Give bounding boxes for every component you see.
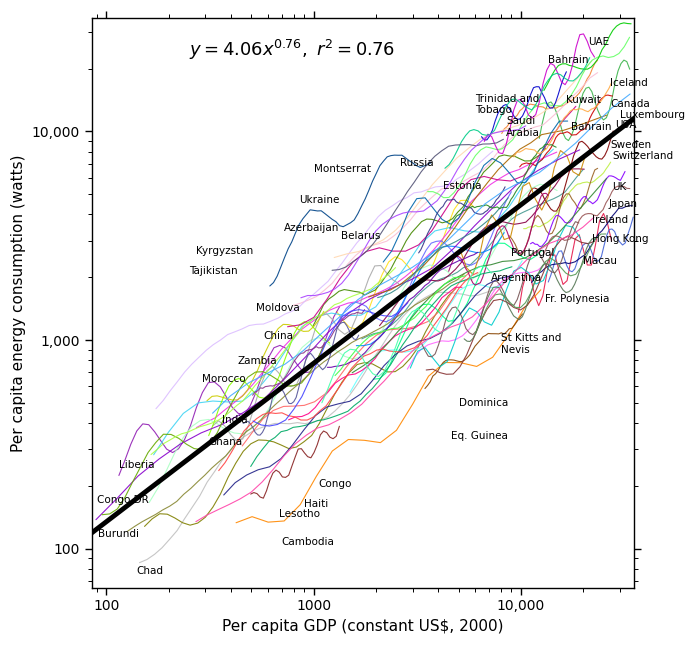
- Text: Azerbaijan: Azerbaijan: [284, 223, 340, 233]
- Text: Chad: Chad: [136, 566, 164, 576]
- Text: Moldova: Moldova: [257, 303, 300, 313]
- Text: St Kitts and
Nevis: St Kitts and Nevis: [501, 333, 561, 355]
- Text: Russia: Russia: [400, 157, 434, 168]
- Text: Dominica: Dominica: [459, 398, 508, 408]
- Text: UAE: UAE: [587, 37, 609, 46]
- Text: Montserrat: Montserrat: [314, 164, 371, 174]
- Text: Argentina: Argentina: [491, 273, 542, 283]
- Text: Bahrain: Bahrain: [571, 122, 612, 132]
- Text: Fr. Polynesia: Fr. Polynesia: [544, 293, 609, 304]
- Text: Congo DR: Congo DR: [97, 495, 149, 506]
- Text: Iceland: Iceland: [610, 79, 648, 88]
- Text: USA: USA: [615, 119, 637, 130]
- Text: Belarus: Belarus: [340, 231, 380, 241]
- Text: Canada: Canada: [610, 99, 650, 109]
- Text: Ghana: Ghana: [208, 437, 242, 447]
- Text: Switzerland: Switzerland: [612, 152, 673, 161]
- Text: UK: UK: [612, 183, 626, 192]
- Text: Eq. Guinea: Eq. Guinea: [451, 431, 508, 441]
- Text: Saudi
Arabia: Saudi Arabia: [506, 116, 540, 138]
- Y-axis label: Per capita energy consumption (watts): Per capita energy consumption (watts): [11, 154, 26, 452]
- Text: Trinidad and
Tobago: Trinidad and Tobago: [475, 94, 539, 115]
- Text: Kyrgyzstan: Kyrgyzstan: [196, 246, 253, 255]
- X-axis label: Per capita GDP (constant US$, 2000): Per capita GDP (constant US$, 2000): [222, 619, 503, 634]
- Text: Macau: Macau: [583, 257, 617, 266]
- Text: Portugal: Portugal: [512, 248, 555, 259]
- Text: $y = 4.06x^{0.76},\ r^2 = 0.76$: $y = 4.06x^{0.76},\ r^2 = 0.76$: [189, 38, 395, 62]
- Text: Luxembourg: Luxembourg: [620, 110, 685, 120]
- Text: Lesotho: Lesotho: [279, 509, 320, 519]
- Text: India: India: [221, 415, 247, 424]
- Text: Bahrain: Bahrain: [548, 55, 588, 65]
- Text: Japan: Japan: [609, 199, 638, 209]
- Text: Ukraine: Ukraine: [299, 195, 340, 205]
- Text: Zambia: Zambia: [237, 356, 277, 366]
- Text: Sweden: Sweden: [610, 140, 651, 150]
- Text: Estonia: Estonia: [443, 181, 482, 191]
- Text: Cambodia: Cambodia: [281, 537, 334, 546]
- Text: Congo: Congo: [318, 479, 351, 490]
- Text: Kuwait: Kuwait: [566, 95, 601, 104]
- Text: China: China: [263, 331, 293, 341]
- Text: Morocco: Morocco: [203, 374, 246, 384]
- Text: Tajikistan: Tajikistan: [189, 266, 237, 275]
- Text: Hong Kong: Hong Kong: [592, 234, 649, 244]
- Text: Burundi: Burundi: [98, 528, 139, 539]
- Text: Haiti: Haiti: [304, 499, 329, 510]
- Text: Ireland: Ireland: [592, 215, 628, 225]
- Text: Liberia: Liberia: [119, 460, 155, 470]
